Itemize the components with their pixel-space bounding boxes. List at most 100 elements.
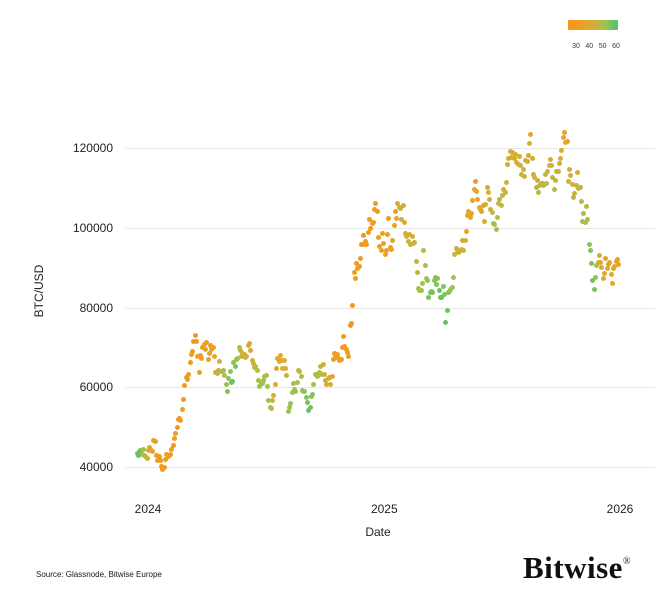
- data-point: [378, 248, 384, 254]
- data-point: [562, 129, 567, 135]
- data-point: [405, 238, 411, 244]
- data-point: [367, 216, 372, 222]
- data-point: [221, 367, 226, 373]
- data-point: [560, 135, 566, 141]
- data-point: [546, 163, 552, 169]
- data-point: [426, 294, 432, 300]
- data-point: [599, 264, 605, 270]
- data-point: [169, 447, 175, 453]
- data-point: [184, 376, 190, 382]
- legend-tick-label: 60: [612, 43, 620, 50]
- data-point: [505, 161, 511, 167]
- data-point: [556, 161, 562, 167]
- data-point: [346, 353, 352, 359]
- data-point: [489, 209, 495, 215]
- y-tick-label: 120000: [72, 141, 113, 155]
- x-tick-label: 2024: [134, 502, 162, 516]
- data-point: [289, 389, 295, 395]
- data-point: [502, 189, 508, 195]
- data-point: [534, 178, 540, 184]
- y-tick-label: 100000: [72, 220, 113, 235]
- data-point: [386, 216, 392, 222]
- data-point: [564, 138, 570, 144]
- data-point: [462, 238, 468, 243]
- data-point: [310, 392, 316, 398]
- data-point: [248, 347, 254, 353]
- data-point: [558, 155, 564, 161]
- legend-notch: [589, 48, 591, 52]
- data-point: [461, 248, 467, 253]
- data-point: [550, 175, 556, 181]
- data-point: [276, 358, 282, 364]
- data-point: [500, 193, 505, 199]
- data-point: [607, 259, 613, 265]
- data-point: [603, 255, 609, 261]
- data-point: [434, 281, 440, 287]
- color-scale-bar: [568, 20, 618, 30]
- data-point: [515, 162, 521, 168]
- data-point: [204, 339, 210, 345]
- data-point: [436, 287, 442, 293]
- data-point: [197, 353, 203, 359]
- data-point: [533, 185, 539, 190]
- legend-notch: [602, 48, 604, 52]
- data-point: [281, 357, 287, 363]
- data-point: [305, 399, 310, 405]
- data-point: [404, 234, 410, 240]
- data-point: [596, 253, 602, 259]
- data-point: [332, 351, 338, 357]
- data-point: [604, 265, 610, 271]
- bitwise-logo: Bitwise®: [523, 550, 631, 586]
- data-point: [330, 356, 336, 362]
- data-point: [254, 368, 260, 374]
- data-point: [368, 225, 374, 231]
- data-point: [470, 198, 476, 204]
- data-point: [350, 303, 356, 309]
- data-point: [352, 275, 358, 281]
- data-point: [272, 381, 278, 387]
- data-point: [577, 185, 583, 190]
- data-point: [323, 378, 329, 383]
- data-point: [283, 366, 288, 372]
- data-point: [153, 453, 159, 459]
- data-point: [497, 196, 503, 202]
- data-point: [529, 156, 535, 162]
- data-point: [227, 369, 233, 375]
- data-point: [532, 175, 538, 181]
- data-point: [206, 350, 212, 356]
- data-point: [345, 350, 350, 356]
- data-point: [568, 173, 574, 178]
- data-point: [146, 447, 152, 453]
- data-point: [179, 406, 185, 412]
- data-point: [484, 184, 490, 190]
- data-point: [488, 206, 494, 212]
- data-point: [537, 183, 543, 189]
- data-point: [409, 233, 415, 239]
- data-point: [611, 266, 616, 272]
- data-point: [241, 351, 247, 357]
- data-point: [414, 270, 420, 276]
- data-point: [511, 156, 517, 162]
- data-point: [359, 241, 365, 247]
- data-point: [217, 359, 223, 365]
- data-point: [155, 457, 161, 463]
- data-point: [320, 362, 326, 368]
- data-point: [487, 196, 493, 202]
- data-point: [567, 167, 573, 173]
- x-tick-label: 2025: [370, 502, 398, 516]
- data-point: [377, 244, 383, 250]
- data-point: [379, 230, 385, 236]
- data-point: [585, 216, 591, 222]
- data-point: [212, 353, 217, 359]
- data-point: [542, 172, 548, 178]
- data-point: [536, 189, 542, 195]
- data-point: [467, 214, 473, 220]
- data-point: [263, 373, 269, 379]
- data-point: [407, 232, 412, 237]
- data-point: [524, 159, 530, 165]
- data-point: [294, 380, 300, 385]
- data-point: [338, 356, 344, 362]
- data-point: [514, 159, 520, 165]
- data-point: [541, 182, 547, 188]
- data-point: [469, 211, 474, 217]
